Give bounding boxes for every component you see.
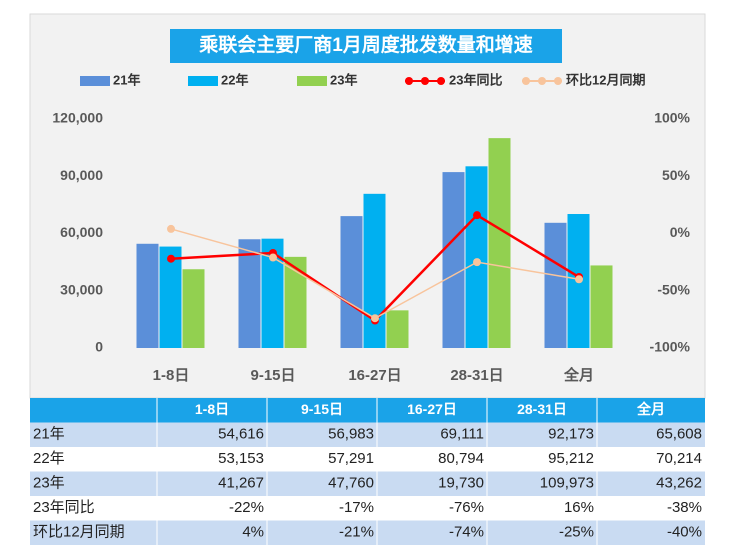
y-tick-label: 30,000 [60, 281, 103, 297]
bar [442, 172, 465, 348]
table-cell: -22% [229, 499, 264, 516]
x-tick-label: 全月 [563, 366, 594, 384]
x-tick-label: 1-8日 [153, 367, 190, 384]
chart-title: 乘联会主要厂商1月周度批发数量和增速 [198, 33, 533, 56]
table-cell: 4% [242, 524, 264, 541]
table-cell: -38% [667, 499, 702, 516]
table-cell: 54,616 [218, 426, 264, 443]
bar [182, 269, 205, 348]
table-cell: 95,212 [548, 450, 594, 467]
table-header-cell: 全月 [636, 401, 665, 417]
x-tick-label: 9-15日 [250, 367, 295, 384]
table-cell: -74% [449, 524, 484, 541]
title-box [170, 29, 562, 63]
legend-marker [522, 77, 530, 85]
table-cell: 53,153 [218, 450, 264, 467]
line-marker [371, 314, 379, 323]
table-header-cell: 1-8日 [195, 401, 229, 417]
line-marker [473, 211, 481, 220]
y2-tick-label: -100% [650, 339, 691, 355]
table-cell: 41,267 [218, 475, 264, 492]
table-header-cell: 28-31日 [517, 401, 567, 417]
y-tick-label: 0 [95, 339, 103, 355]
y2-tick-label: 0% [670, 224, 691, 240]
legend-swatch [297, 76, 327, 86]
table-cell: 70,214 [656, 450, 702, 467]
table-row-label: 23年同比 [33, 499, 95, 516]
table-cell: -25% [559, 524, 594, 541]
table-row [30, 422, 705, 447]
table-cell: 43,262 [656, 475, 702, 492]
bar [284, 256, 307, 348]
table-cell: -40% [667, 524, 702, 541]
table-row [30, 520, 705, 545]
table-cell: -76% [449, 499, 484, 516]
table-cell: -17% [339, 499, 374, 516]
line-marker [167, 224, 175, 233]
table-cell: 69,111 [440, 426, 484, 443]
bar [340, 216, 363, 348]
table-cell: 80,794 [438, 450, 484, 467]
y-tick-label: 60,000 [60, 224, 103, 240]
table-row [30, 447, 705, 472]
table-cell: -21% [339, 524, 374, 541]
table-header-cell: 16-27日 [407, 401, 457, 417]
y-tick-label: 90,000 [60, 167, 103, 183]
bar [159, 246, 182, 348]
x-tick-label: 28-31日 [450, 367, 503, 384]
y2-tick-label: -50% [657, 281, 690, 297]
bar [136, 243, 159, 348]
table-cell: 57,291 [328, 450, 374, 467]
line-marker [167, 254, 175, 263]
table-row [30, 496, 705, 521]
line-marker [575, 275, 583, 284]
bar [261, 238, 284, 348]
legend-marker [538, 77, 546, 85]
bar [238, 239, 261, 348]
y2-tick-label: 100% [654, 110, 690, 126]
legend-marker [437, 77, 445, 85]
line-marker [269, 253, 277, 262]
bar [386, 310, 409, 348]
legend-label: 21年 [113, 72, 140, 87]
bar [465, 166, 488, 348]
legend-swatch [188, 76, 218, 86]
bar [544, 222, 567, 348]
bar [363, 193, 386, 348]
legend-label: 23年 [330, 72, 357, 87]
legend-marker [421, 77, 429, 85]
table-header-cell: 9-15日 [301, 401, 343, 417]
table-row-label: 环比12月同期 [33, 524, 125, 541]
x-tick-label: 16-27日 [348, 367, 401, 384]
y-tick-label: 120,000 [52, 110, 103, 126]
line-marker [473, 258, 481, 267]
table-row-label: 22年 [33, 450, 65, 467]
legend-swatch [80, 76, 110, 86]
table-cell: 109,973 [540, 475, 594, 492]
table-cell: 56,983 [328, 426, 374, 443]
table-row-label: 23年 [33, 475, 65, 492]
legend-label: 22年 [221, 72, 248, 87]
table-cell: 92,173 [548, 426, 594, 443]
table-cell: 16% [564, 499, 594, 516]
table-cell: 65,608 [656, 426, 702, 443]
table-cell: 19,730 [438, 475, 484, 492]
legend-label: 环比12月同期 [566, 72, 645, 87]
table-row-label: 21年 [33, 426, 65, 443]
legend-label: 23年同比 [449, 72, 502, 87]
bar [590, 265, 613, 348]
legend-marker [405, 77, 413, 85]
bar [488, 138, 511, 348]
table-header [30, 398, 705, 423]
legend-marker [554, 77, 562, 85]
table-row [30, 471, 705, 496]
y2-tick-label: 50% [662, 167, 691, 183]
table-cell: 47,760 [328, 475, 374, 492]
